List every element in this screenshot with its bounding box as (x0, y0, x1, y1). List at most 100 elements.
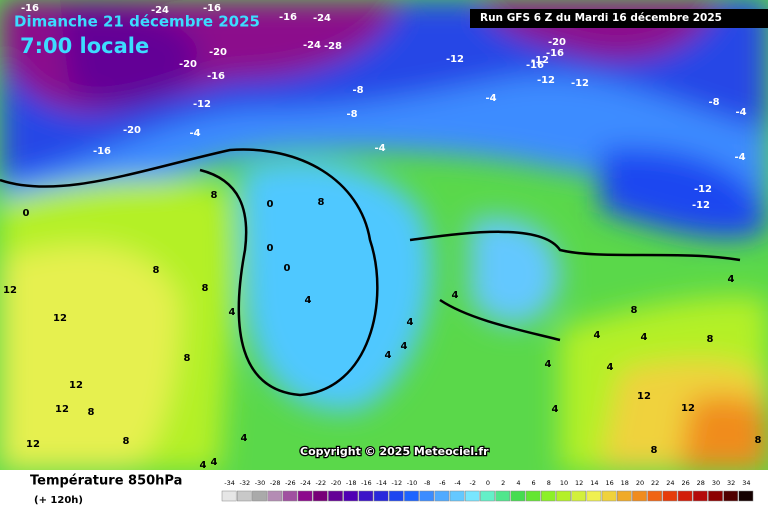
legend-swatch (419, 490, 435, 502)
legend-label: -32 (239, 479, 250, 487)
contour-label: -16 (279, 12, 297, 23)
contour-label: 12 (53, 313, 67, 324)
contour-labels: -16 -24 -16-16 -24-20-28-24-20-16-20-16-12-… (3, 3, 762, 471)
legend-swatch (692, 490, 708, 502)
contour-label: -16 (21, 3, 39, 14)
legend-swatch (358, 490, 374, 502)
footer-title: Température 850hPa (30, 474, 182, 489)
legend-swatch (708, 490, 723, 502)
legend-swatch (495, 490, 511, 502)
legend-label: 16 (605, 479, 613, 487)
contour-label: 4 (594, 330, 601, 341)
legend-label: 18 (621, 479, 629, 487)
legend-swatch (525, 490, 541, 502)
legend-label: -12 (391, 479, 402, 487)
legend-swatch (586, 490, 602, 502)
legend-swatch (601, 490, 617, 502)
legend-swatch (221, 490, 237, 502)
contour-label: 4 (211, 457, 218, 468)
contour-label: -16 (546, 48, 564, 59)
legend-swatch (616, 490, 632, 502)
contour-label: 8 (318, 197, 325, 208)
legend-label: 4 (516, 479, 520, 487)
legend-label: -16 (361, 479, 372, 487)
contour-label: 12 (26, 439, 40, 450)
contour-label: -12 (531, 55, 549, 66)
legend-label: -2 (470, 479, 476, 487)
contour-label: 4 (452, 290, 459, 301)
contour-label: 8 (153, 265, 160, 276)
contour-label: 12 (69, 380, 83, 391)
contour-label: 4 (229, 307, 236, 318)
legend-swatch (282, 490, 298, 502)
legend-swatch (312, 490, 328, 502)
contour-label: 8 (202, 283, 209, 294)
legend-swatch (556, 490, 571, 502)
legend-label: -20 (331, 479, 342, 487)
contour-label: 12 (637, 391, 651, 402)
legend-label: 10 (560, 479, 568, 487)
map: -16 -24 -16-16 -24-20-28-24-20-16-20-16-12-… (0, 0, 768, 471)
contour-label: 8 (123, 436, 130, 447)
contour-label: -20 (123, 125, 141, 136)
contour-label: 0 (267, 243, 274, 254)
legend-label: -34 (224, 479, 235, 487)
legend-swatch (252, 490, 267, 502)
contour-label: -16 (203, 3, 221, 14)
legend-swatch (267, 490, 283, 502)
legend-swatch (677, 490, 693, 502)
contour-label: -12 (446, 54, 464, 65)
legend-swatch (297, 490, 313, 502)
legend-label: 22 (651, 479, 659, 487)
contour-label: -12 (193, 99, 211, 110)
contour-label: -8 (708, 97, 719, 108)
zero-isotherm (0, 148, 741, 397)
contour-label: -24 (151, 5, 169, 16)
legend-label: 24 (666, 479, 674, 487)
legend-label: -22 (315, 479, 326, 487)
legend-swatch (632, 490, 647, 502)
legend-label: 20 (636, 479, 644, 487)
contour-label: 0 (284, 263, 291, 274)
legend-label: 26 (681, 479, 689, 487)
legend-swatch (404, 490, 419, 502)
contour-label: -4 (735, 107, 746, 118)
contour-label: -24 (303, 40, 321, 51)
contour-label: 4 (305, 295, 312, 306)
legend-label: 34 (742, 479, 750, 487)
legend-swatch (647, 490, 663, 502)
contour-label: 4 (641, 332, 648, 343)
contour-label: -24 (313, 13, 331, 24)
contour-label: -12 (694, 184, 712, 195)
legend-label: 0 (486, 479, 490, 487)
legend-label: 2 (501, 479, 505, 487)
legend-swatch (328, 490, 343, 502)
legend-swatch (449, 490, 465, 502)
contour-label: 12 (3, 285, 17, 296)
contour-label: 4 (200, 460, 207, 471)
legend-label: -14 (376, 479, 387, 487)
legend-label: 32 (727, 479, 735, 487)
legend-swatch (510, 490, 526, 502)
run-info: Run GFS 6 Z du Mardi 16 décembre 2025 (480, 12, 722, 24)
contour-label: 4 (385, 350, 392, 361)
contour-label: -20 (179, 59, 197, 70)
contour-label: -12 (537, 75, 555, 86)
contour-label: -4 (734, 152, 745, 163)
legend-label: -26 (285, 479, 296, 487)
contour-label: 8 (88, 407, 95, 418)
contour-label: 12 (55, 404, 69, 415)
color-legend: -34 -32 -30 -28 -26 -24 -22 -20 -18 -16 -14 -12 -10-… (221, 479, 754, 502)
legend-label: -4 (454, 479, 460, 487)
legend-label: 28 (697, 479, 705, 487)
legend-label: 6 (532, 479, 536, 487)
legend-label: -10 (407, 479, 418, 487)
legend-label: -28 (270, 479, 281, 487)
contour-label: 8 (211, 190, 218, 201)
contour-label: 0 (23, 208, 30, 219)
contour-label: 8 (755, 435, 762, 446)
legend-label: -24 (300, 479, 311, 487)
contour-label: -12 (571, 78, 589, 89)
legend-label: 14 (590, 479, 598, 487)
run-box (470, 9, 768, 28)
